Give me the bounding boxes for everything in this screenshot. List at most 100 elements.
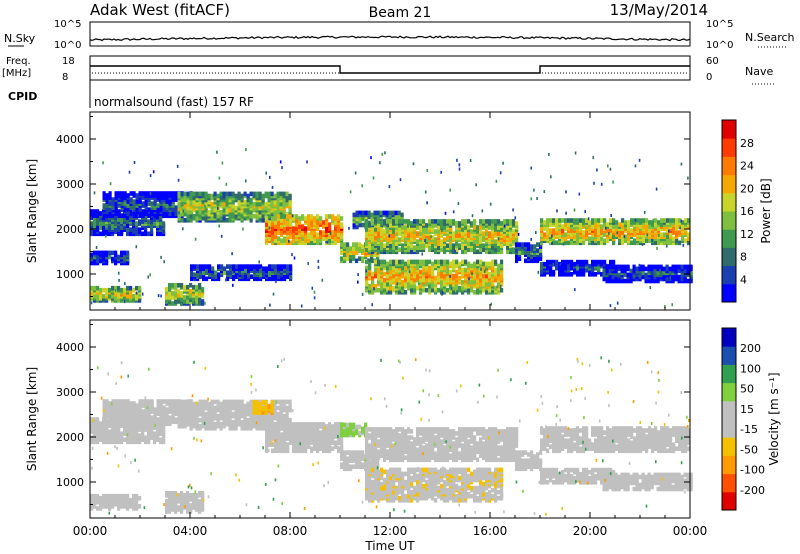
echo-cell [90,429,94,434]
noise-cell [612,180,614,184]
echo-cell [485,261,489,267]
echo-cell [141,219,145,224]
echo-cell [250,274,254,279]
echo-cell [283,274,287,279]
echo-cell [361,244,365,249]
echo-cell [639,218,643,223]
echo-cell [240,419,244,425]
echo-cell [443,287,447,293]
echo-cell [123,254,127,260]
echo-cell [540,226,544,231]
echo-cell [404,219,408,224]
noise-cell [359,214,361,217]
echo-cell [521,242,525,247]
echo-cell [576,272,580,277]
echo-cell [600,218,604,223]
echo-cell [96,221,100,226]
echo-cell [437,287,441,293]
echo-cell [204,195,208,201]
echo-cell [434,229,438,234]
echo-cell [204,201,208,207]
echo-cell [177,283,181,288]
echo-cell [135,211,139,216]
echo-cell [612,259,616,265]
echo-cell [434,219,438,224]
echo-cell [105,425,109,430]
echo-cell [186,285,190,290]
echo-cell [144,415,148,420]
noise-cell [117,271,120,275]
echo-cell [186,399,190,405]
noise-cell [559,262,561,266]
echo-cell [461,267,465,273]
echo-cell [386,249,390,255]
echo-cell [150,209,154,214]
echo-cell [270,203,274,209]
echo-cell [377,227,381,232]
echo-cell [464,267,468,273]
echo-cell [506,225,510,230]
echo-cell [189,507,193,512]
echo-cell [600,272,604,277]
echo-cell [675,238,679,243]
noise-cell [643,210,646,214]
echo-cell [440,259,444,265]
echo-cell [286,230,290,235]
echo-cell [561,269,565,275]
echo-cell [687,232,691,237]
echo-cell [642,218,646,223]
echo-band [190,264,293,282]
noise-cell [326,240,328,244]
echo-cell [256,264,260,269]
echo-cell [192,413,196,419]
echo-cell [304,234,308,239]
noise-cell [452,210,455,214]
echo-cell [96,296,100,301]
echo-cell [205,270,209,275]
echo-cell [687,218,691,223]
echo-cell [129,285,133,291]
echo-cell [261,193,265,199]
echo-cell [443,273,447,279]
echo-cell [386,281,390,287]
echo-cell [277,264,281,269]
echo-cell [90,493,94,499]
echo-cell [153,217,157,222]
echo-cell [183,405,187,411]
echo-cell [123,431,127,436]
echo-cell [440,239,444,244]
echo-cell [180,218,184,223]
noise-cell [535,231,537,234]
echo-cell [473,219,477,224]
echo-cell [193,272,197,277]
noise-cell [149,273,151,277]
echo-cell [252,213,256,219]
echo-cell [346,242,350,247]
noise-cell [291,253,293,257]
nsky-tick-bottom: 10^0 [54,40,81,51]
echo-cell [671,264,675,270]
echo-cell [440,243,444,248]
echo-cell [482,265,486,271]
echo-cell [600,228,604,233]
echo-cell [304,238,308,243]
echo-cell [144,215,148,220]
noise-cell [649,286,652,289]
echo-cell [470,241,474,246]
colorbar-frame [721,119,737,303]
echo-cell [383,229,387,234]
echo-cell [271,264,275,269]
echo-cell [377,287,381,293]
noise-cell [194,237,197,241]
echo-cell [371,283,375,289]
noise-cell [481,209,484,213]
noise-cell [617,275,620,279]
echo-cell [177,289,181,294]
echo-cell [168,283,172,288]
echo-cell [624,220,628,225]
echo-cell [479,235,483,240]
echo-cell [500,249,504,255]
echo-cell [276,199,280,205]
echo-cell [213,399,217,405]
echo-cell [564,265,568,271]
